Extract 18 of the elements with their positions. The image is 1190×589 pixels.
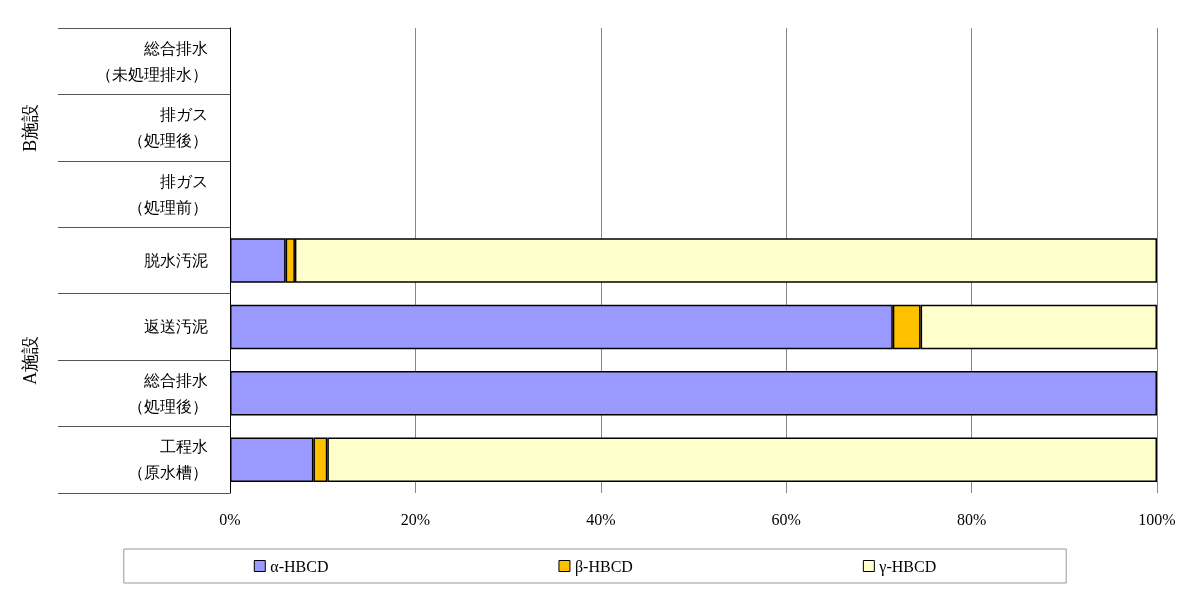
legend-label: β-HBCD: [574, 557, 633, 576]
x-tick-label: 100%: [1138, 510, 1176, 528]
y-tick-label: 排ガス（処理後）: [128, 106, 208, 150]
x-tick-label: 80%: [956, 510, 987, 528]
x-tick-label: 0%: [219, 510, 241, 528]
legend-label: α-HBCD: [270, 557, 329, 575]
y-tick-label: 返送汚泥: [144, 318, 208, 336]
x-tick-label: 40%: [586, 510, 616, 528]
legend-label: γ-HBCD: [878, 557, 937, 576]
y-tick-label: 工程水（原水槽）: [128, 438, 208, 482]
x-tick-label: 20%: [400, 510, 431, 528]
text: B施設: [20, 103, 40, 152]
y-tick-label: 脱水汚泥: [144, 252, 208, 269]
text: A施設: [20, 335, 40, 385]
y-tick-label: 排ガス（処理前）: [128, 172, 208, 216]
y-tick-label: 総合排水（未処理排水）: [96, 39, 208, 83]
x-tick-label: 60%: [771, 510, 801, 528]
y-tick-label: 総合排水（処理後）: [128, 371, 208, 415]
